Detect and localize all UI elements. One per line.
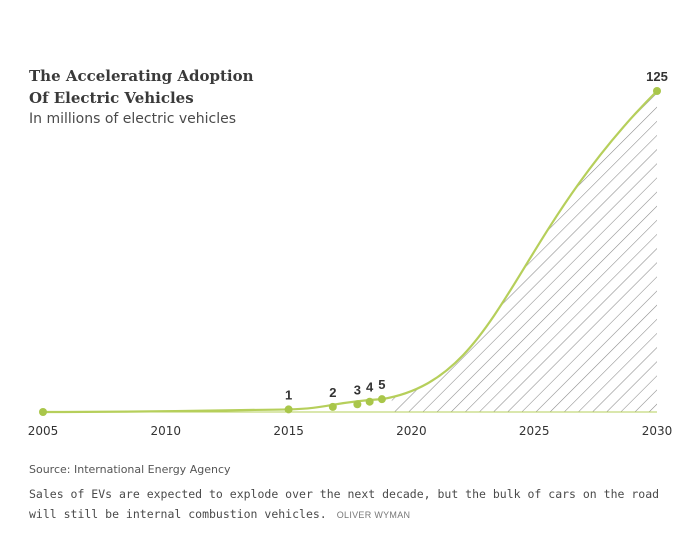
chart-subtitle: In millions of electric vehicles	[29, 111, 237, 127]
hatched-area	[391, 91, 657, 412]
x-tick-label: 2010	[151, 424, 182, 438]
data-label: 125	[646, 69, 668, 84]
credit-label: OLIVER WYMAN	[336, 510, 411, 520]
data-point	[39, 408, 47, 416]
x-tick-label: 2015	[273, 424, 304, 438]
data-point	[653, 87, 661, 95]
source-note: Source: International Energy Agency	[29, 463, 231, 476]
data-label: 3	[354, 382, 361, 397]
data-label: 5	[378, 377, 385, 392]
x-tick-label: 2030	[642, 424, 673, 438]
caption: Sales of EVs are expected to explode ove…	[29, 484, 669, 525]
caption-text: Sales of EVs are expected to explode ove…	[29, 487, 660, 521]
data-label: 2	[329, 385, 336, 400]
data-label: 1	[285, 387, 292, 402]
data-point	[284, 405, 293, 414]
data-point	[365, 397, 374, 406]
chart-title-line-2: Of Electric Vehicles	[29, 89, 194, 107]
data-point	[328, 402, 337, 411]
data-label: 4	[366, 380, 374, 395]
x-tick-label: 2025	[519, 424, 550, 438]
x-tick-label: 2020	[396, 424, 427, 438]
chart-area: 1 2 3 4 5 125 2005 2010 2015 2020 2025 2030	[28, 69, 673, 438]
chart-title-line-1: The Accelerating Adoption	[29, 67, 254, 85]
data-point	[377, 395, 386, 404]
chart-title: The Accelerating Adoption Of Electric Ve…	[29, 65, 254, 109]
x-tick-label: 2005	[28, 424, 59, 438]
data-point	[353, 400, 362, 409]
